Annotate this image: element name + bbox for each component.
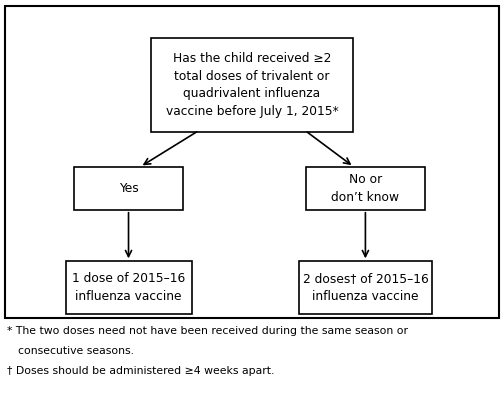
- Bar: [5, 6, 499, 318]
- Bar: [298, 261, 432, 314]
- Text: No or
don’t know: No or don’t know: [332, 173, 399, 204]
- Bar: [75, 167, 182, 210]
- Bar: [306, 167, 424, 210]
- Text: Has the child received ≥2
total doses of trivalent or
quadrivalent influenza
vac: Has the child received ≥2 total doses of…: [166, 52, 338, 118]
- Text: † Doses should be administered ≥4 weeks apart.: † Doses should be administered ≥4 weeks …: [7, 366, 274, 376]
- Text: * The two doses need not have been received during the same season or: * The two doses need not have been recei…: [7, 326, 408, 336]
- Text: 1 dose of 2015–16
influenza vaccine: 1 dose of 2015–16 influenza vaccine: [72, 272, 185, 303]
- Bar: [151, 38, 353, 132]
- Text: Yes: Yes: [118, 182, 139, 195]
- Text: 2 doses† of 2015–16
influenza vaccine: 2 doses† of 2015–16 influenza vaccine: [302, 272, 428, 303]
- Text: consecutive seasons.: consecutive seasons.: [18, 346, 134, 356]
- Bar: [66, 261, 192, 314]
